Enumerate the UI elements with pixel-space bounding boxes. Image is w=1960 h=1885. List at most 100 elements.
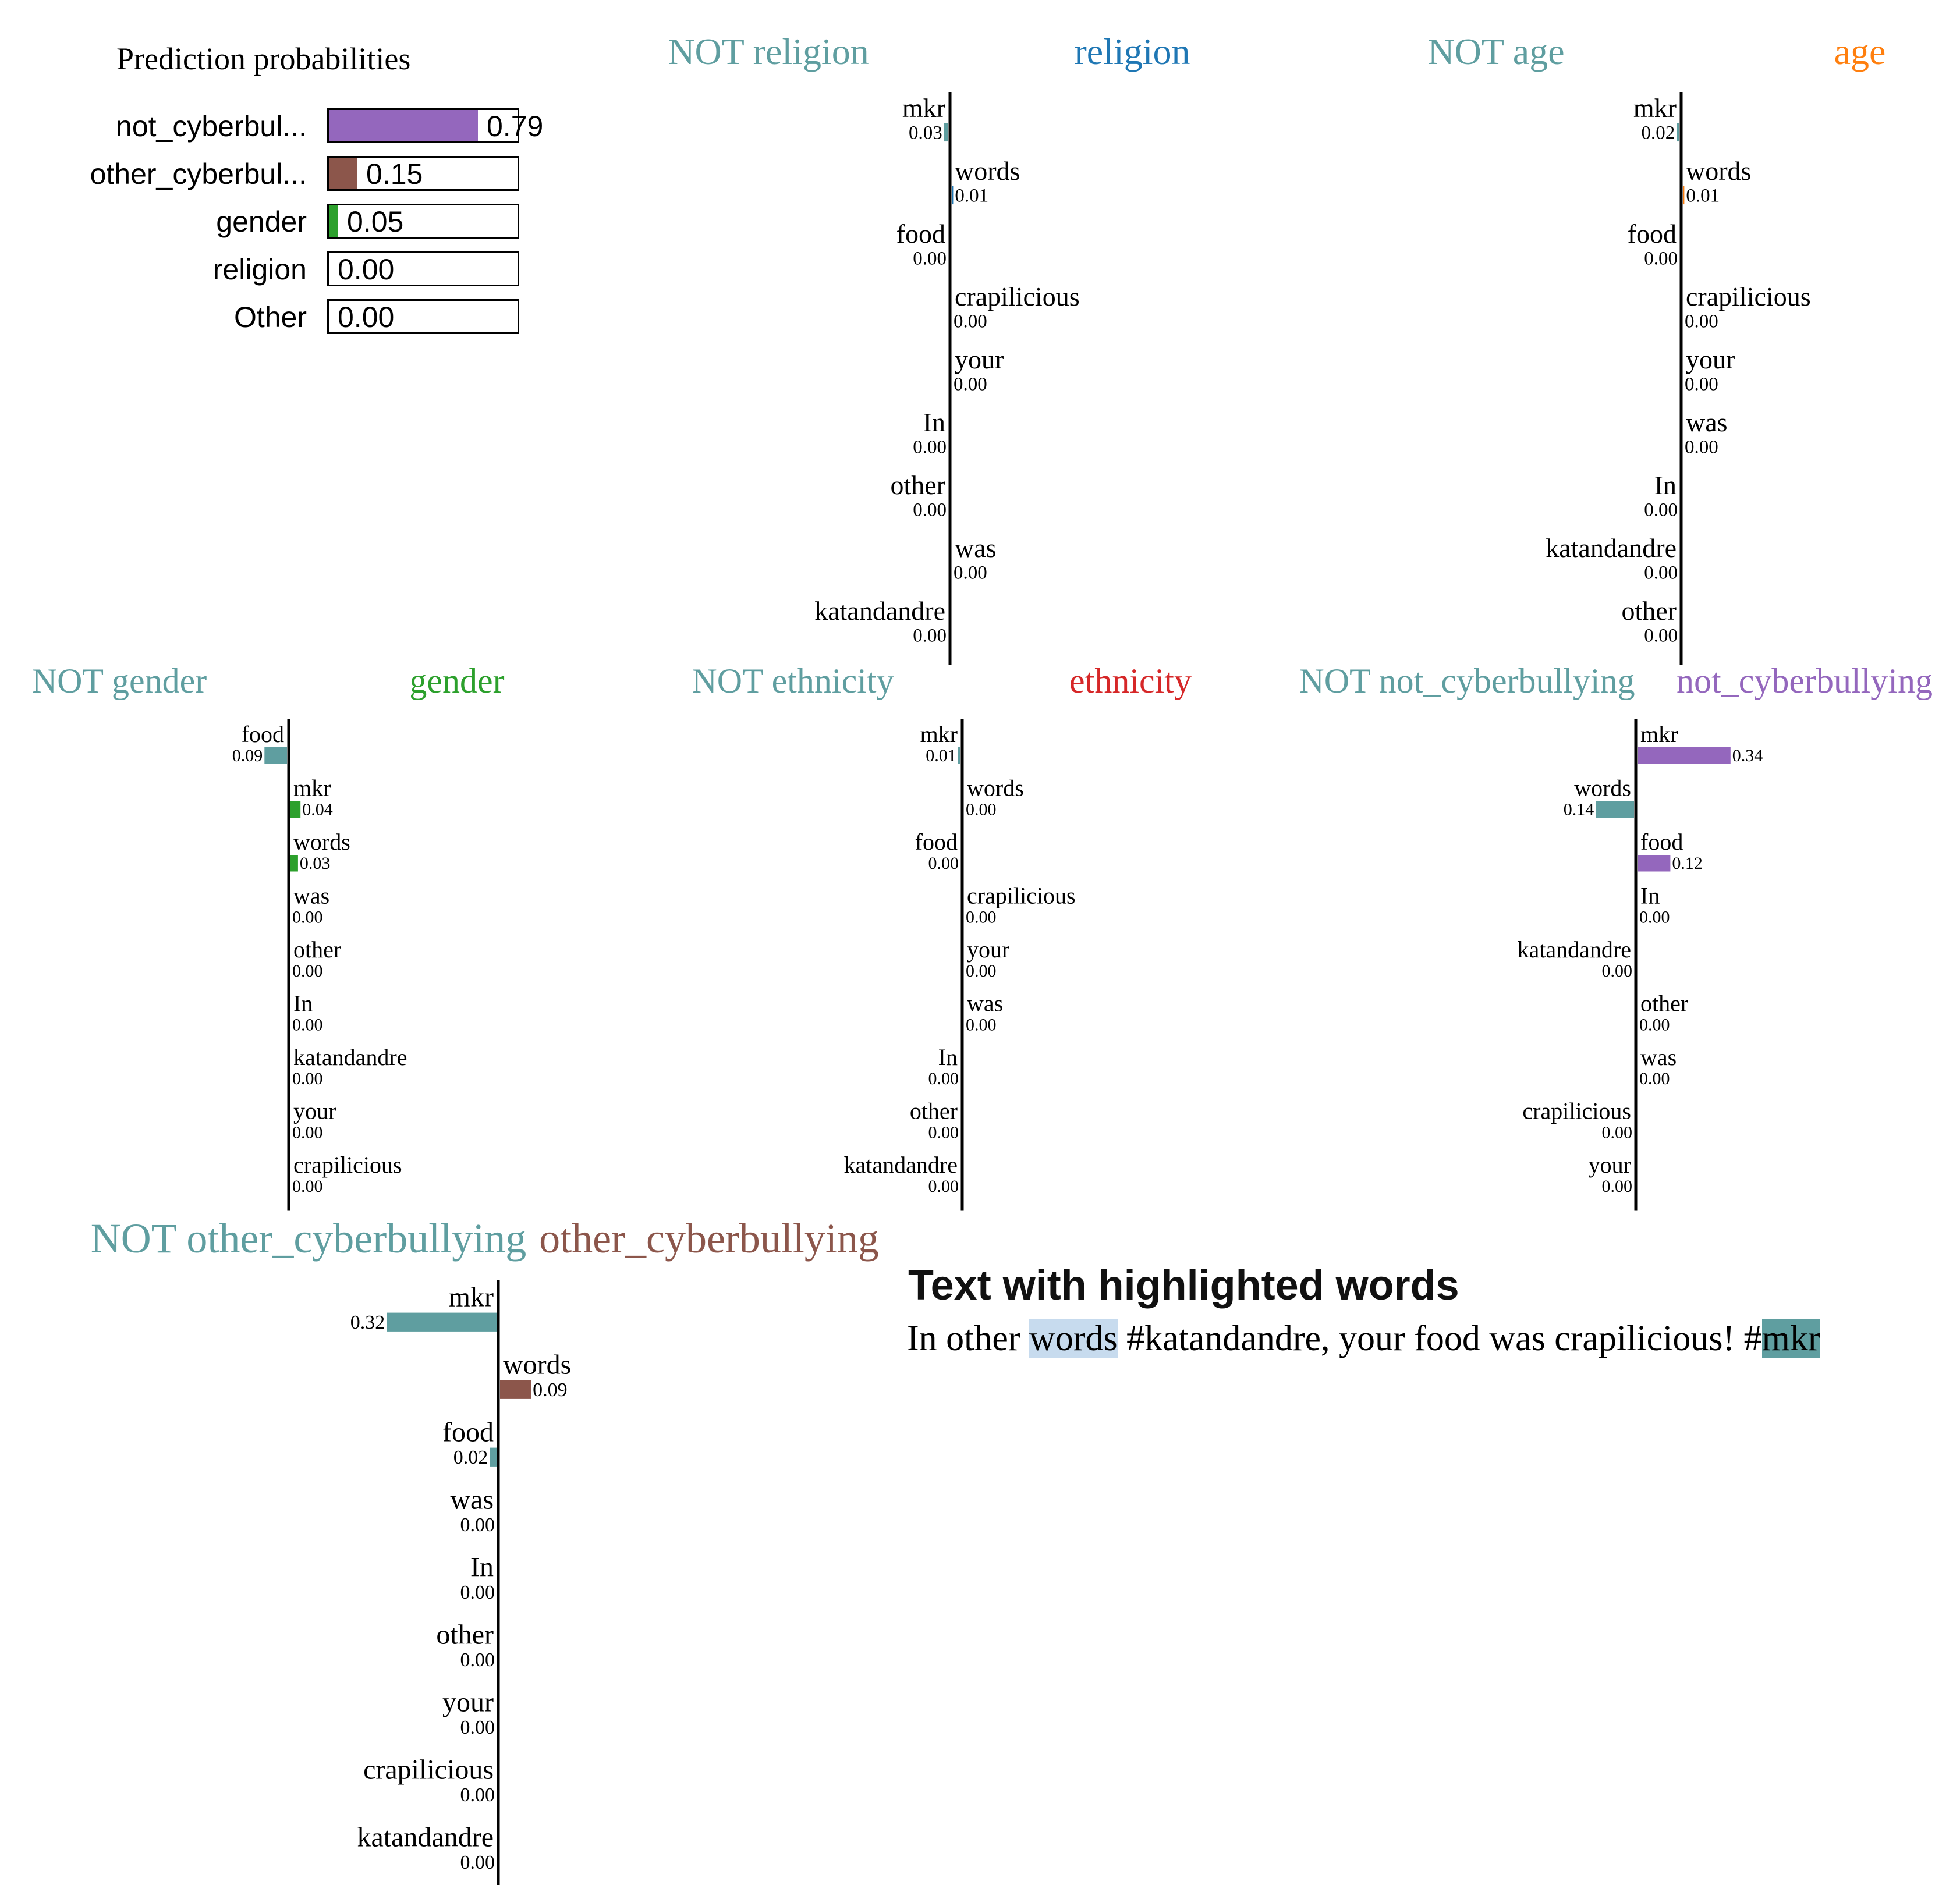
- highlighted-text-body: In other words #katandandre, your food w…: [907, 1318, 1820, 1359]
- feature-word: katandandre: [1546, 533, 1677, 563]
- proba-value: 0.79: [487, 110, 544, 143]
- feature-value-label: 0.00: [928, 1177, 959, 1196]
- feature-word: words: [1574, 775, 1631, 801]
- feature-value-label: 0.01: [955, 185, 988, 206]
- proba-value: 0.00: [338, 253, 395, 286]
- feature-word: mkr: [902, 93, 945, 123]
- feature-bar: [387, 1312, 497, 1332]
- text-segment: In other: [907, 1319, 1030, 1358]
- feature-word: crapilicious: [293, 1152, 402, 1178]
- feature-word: In: [293, 990, 313, 1016]
- feature-value-label: 0.12: [1672, 854, 1703, 873]
- proba-label: other_cyberbul...: [90, 158, 307, 190]
- highlighted-word: words: [1029, 1319, 1118, 1358]
- feature-word: In: [938, 1044, 958, 1070]
- feature-word: words: [503, 1350, 571, 1380]
- feature-chart: NOT other_cyberbullying other_cyberbullyi…: [91, 1215, 879, 1885]
- feature-value-label: 0.01: [926, 746, 956, 765]
- chart-title-class: age: [1834, 31, 1886, 72]
- feature-word: your: [1589, 1152, 1631, 1178]
- proba-bar-box: [327, 204, 519, 239]
- feature-value-label: 0.00: [928, 1069, 959, 1088]
- proba-bar-box: [327, 251, 519, 286]
- feature-value-label: 0.00: [913, 499, 947, 520]
- feature-word: katandandre: [844, 1152, 958, 1178]
- feature-word: food: [915, 829, 958, 855]
- feature-value-label: 0.00: [1685, 311, 1718, 332]
- feature-bar: [290, 801, 301, 818]
- feature-value-label: 0.00: [928, 854, 959, 873]
- feature-value-label: 0.00: [460, 1649, 495, 1671]
- feature-value-label: 0.00: [460, 1717, 495, 1738]
- feature-bar: [500, 1380, 531, 1399]
- feature-word: food: [896, 219, 945, 249]
- prediction-probabilities-title: Prediction probabilities: [116, 41, 411, 76]
- proba-bar-box: [327, 299, 519, 334]
- chart-title-class: religion: [1074, 31, 1190, 72]
- feature-word: katandandre: [1518, 936, 1631, 963]
- feature-word: was: [955, 533, 997, 563]
- proba-label: religion: [212, 253, 307, 286]
- feature-word: In: [470, 1552, 494, 1583]
- feature-value-label: 0.00: [460, 1582, 495, 1603]
- feature-bar: [1677, 123, 1679, 142]
- feature-value-label: 0.00: [292, 1016, 323, 1035]
- feature-word: your: [1686, 345, 1735, 374]
- feature-word: your: [967, 936, 1009, 963]
- feature-word: other: [910, 1098, 958, 1124]
- feature-bar: [944, 123, 948, 142]
- feature-word: words: [293, 829, 350, 855]
- feature-value-label: 0.00: [1685, 436, 1718, 457]
- chart-title-not: NOT age: [1427, 31, 1564, 72]
- feature-value-label: 0.00: [966, 961, 997, 981]
- feature-value-label: 0.00: [1602, 1177, 1633, 1196]
- feature-value-label: 0.00: [954, 311, 987, 332]
- feature-word: mkr: [920, 721, 958, 747]
- feature-bar: [1638, 747, 1731, 764]
- feature-bar: [264, 747, 287, 764]
- feature-word: other: [1640, 990, 1688, 1016]
- feature-word: food: [1640, 829, 1683, 855]
- feature-bar: [490, 1447, 497, 1467]
- feature-bar: [290, 855, 298, 872]
- feature-chart: NOT not_cyberbullying not_cyberbullyingmk…: [1299, 662, 1933, 1211]
- feature-word: In: [1654, 470, 1677, 500]
- feature-word: was: [1640, 1044, 1677, 1070]
- feature-value-label: 0.00: [1644, 625, 1678, 646]
- feature-value-label: 0.32: [350, 1312, 385, 1333]
- feature-word: mkr: [293, 775, 331, 801]
- proba-value: 0.05: [347, 205, 404, 238]
- feature-word: your: [442, 1687, 494, 1718]
- chart-title-not: NOT gender: [32, 662, 207, 700]
- feature-word: was: [450, 1485, 494, 1515]
- feature-word: katandandre: [293, 1044, 407, 1070]
- chart-title-not: NOT ethnicity: [692, 662, 894, 700]
- proba-bar-fill: [329, 110, 478, 141]
- feature-word: In: [1640, 882, 1660, 908]
- feature-word: was: [293, 882, 329, 908]
- proba-bar-box: [327, 108, 519, 143]
- chart-title-class: other_cyberbullying: [539, 1215, 879, 1262]
- feature-bar: [1683, 186, 1685, 205]
- chart-title-not: NOT religion: [668, 31, 869, 72]
- feature-value-label: 0.02: [1641, 122, 1675, 143]
- feature-value-label: 0.09: [232, 746, 263, 765]
- feature-value-label: 0.34: [1732, 746, 1763, 765]
- chart-title-class: ethnicity: [1069, 662, 1192, 700]
- feature-bar: [958, 747, 960, 764]
- feature-bar: [952, 186, 954, 205]
- proba-label: Other: [233, 301, 307, 333]
- feature-word: crapilicious: [967, 882, 1076, 908]
- chart-title-not: NOT other_cyberbullying: [91, 1215, 527, 1262]
- feature-bar: [1638, 855, 1671, 872]
- feature-value-label: 0.00: [460, 1852, 495, 1873]
- feature-value-label: 0.00: [1639, 1069, 1670, 1088]
- feature-word: crapilicious: [363, 1755, 494, 1785]
- feature-value-label: 0.00: [292, 1123, 323, 1142]
- feature-value-label: 0.00: [292, 1069, 323, 1088]
- feature-value-label: 0.00: [1685, 374, 1718, 395]
- chart-title-class: gender: [409, 662, 504, 700]
- feature-value-label: 0.00: [292, 908, 323, 927]
